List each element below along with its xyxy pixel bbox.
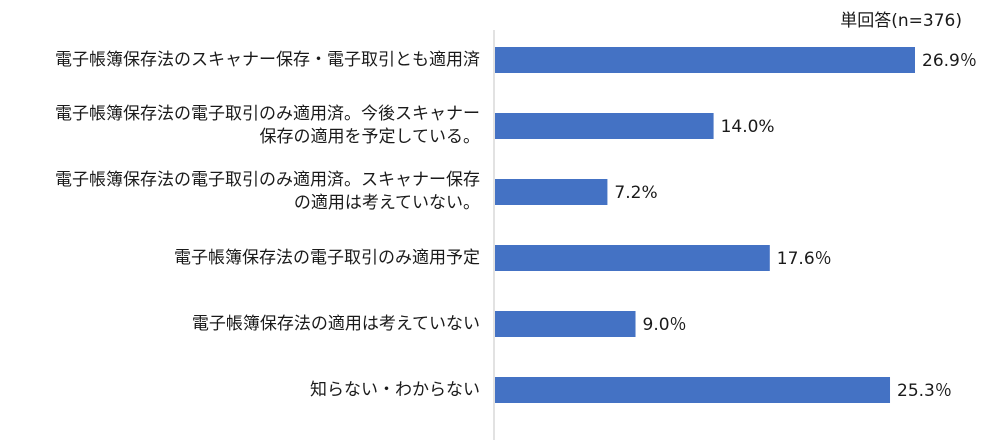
category-label-line: 電子帳簿保存法の電子取引のみ適用予定	[174, 247, 480, 268]
value-label-6: 25.3％	[897, 381, 952, 401]
value-label-4: 17.6％	[777, 249, 832, 269]
category-label-3: 電子帳簿保存法の電子取引のみ適用済。スキャナー保存の適用は考えていない。	[0, 169, 480, 215]
category-label-line: 保存の適用を予定している。	[259, 127, 481, 147]
bar-3	[495, 179, 608, 205]
value-label-3: 7.2%	[614, 183, 657, 203]
category-label-6: 知らない・わからない	[0, 379, 480, 402]
bar-5	[495, 311, 636, 337]
value-label-5: 9.0％	[643, 315, 687, 335]
category-label-line: 電子帳簿保存法の電子取引のみ適用済。スキャナー保存	[55, 170, 480, 190]
bar-2	[495, 113, 714, 139]
category-label-line: 知らない・わからない	[310, 379, 480, 400]
bar-1	[495, 47, 915, 73]
category-label-line: の適用は考えていない。	[293, 193, 480, 213]
value-label-2: 14.0%	[721, 117, 775, 137]
bar-4	[495, 245, 770, 271]
bar-6	[495, 377, 891, 403]
category-label-5: 電子帳簿保存法の適用は考えていない	[0, 313, 480, 336]
category-label-1: 電子帳簿保存法のスキャナー保存・電子取引とも適用済	[0, 49, 480, 72]
category-label-line: 電子帳簿保存法のスキャナー保存・電子取引とも適用済	[55, 49, 480, 70]
category-label-2: 電子帳簿保存法の電子取引のみ適用済。今後スキャナー保存の適用を予定している。	[0, 103, 480, 149]
category-label-4: 電子帳簿保存法の電子取引のみ適用予定	[0, 247, 480, 270]
sample-size-note: 単回答(n=376)	[840, 11, 962, 31]
category-label-line: 電子帳簿保存法の電子取引のみ適用済。今後スキャナー	[55, 104, 480, 124]
value-label-1: 26.9％	[922, 51, 977, 71]
category-label-line: 電子帳簿保存法の適用は考えていない	[191, 313, 480, 334]
